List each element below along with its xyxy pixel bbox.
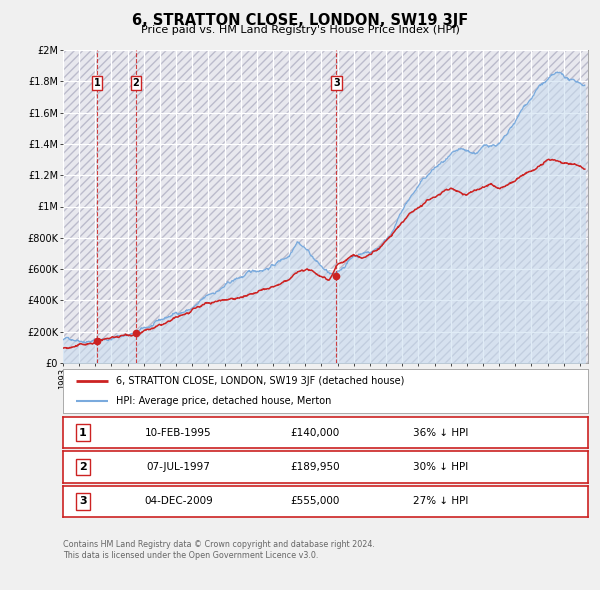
Text: HPI: Average price, detached house, Merton: HPI: Average price, detached house, Mert… bbox=[115, 396, 331, 406]
Text: Contains HM Land Registry data © Crown copyright and database right 2024.: Contains HM Land Registry data © Crown c… bbox=[63, 540, 375, 549]
Text: 04-DEC-2009: 04-DEC-2009 bbox=[144, 496, 213, 506]
Text: 36% ↓ HPI: 36% ↓ HPI bbox=[413, 428, 469, 438]
Text: 2: 2 bbox=[79, 462, 87, 472]
Text: 27% ↓ HPI: 27% ↓ HPI bbox=[413, 496, 469, 506]
Text: Price paid vs. HM Land Registry's House Price Index (HPI): Price paid vs. HM Land Registry's House … bbox=[140, 25, 460, 35]
Text: 10-FEB-1995: 10-FEB-1995 bbox=[145, 428, 212, 438]
Text: 2: 2 bbox=[133, 78, 139, 88]
Text: 30% ↓ HPI: 30% ↓ HPI bbox=[413, 462, 469, 472]
Text: 6, STRATTON CLOSE, LONDON, SW19 3JF: 6, STRATTON CLOSE, LONDON, SW19 3JF bbox=[132, 13, 468, 28]
Text: 6, STRATTON CLOSE, LONDON, SW19 3JF (detached house): 6, STRATTON CLOSE, LONDON, SW19 3JF (det… bbox=[115, 376, 404, 386]
Text: £555,000: £555,000 bbox=[290, 496, 340, 506]
Text: 1: 1 bbox=[94, 78, 100, 88]
Text: This data is licensed under the Open Government Licence v3.0.: This data is licensed under the Open Gov… bbox=[63, 551, 319, 560]
Text: 3: 3 bbox=[333, 78, 340, 88]
Text: £189,950: £189,950 bbox=[290, 462, 340, 472]
Text: 3: 3 bbox=[79, 496, 87, 506]
Text: 1: 1 bbox=[79, 428, 87, 438]
Text: 07-JUL-1997: 07-JUL-1997 bbox=[146, 462, 211, 472]
Text: £140,000: £140,000 bbox=[290, 428, 340, 438]
